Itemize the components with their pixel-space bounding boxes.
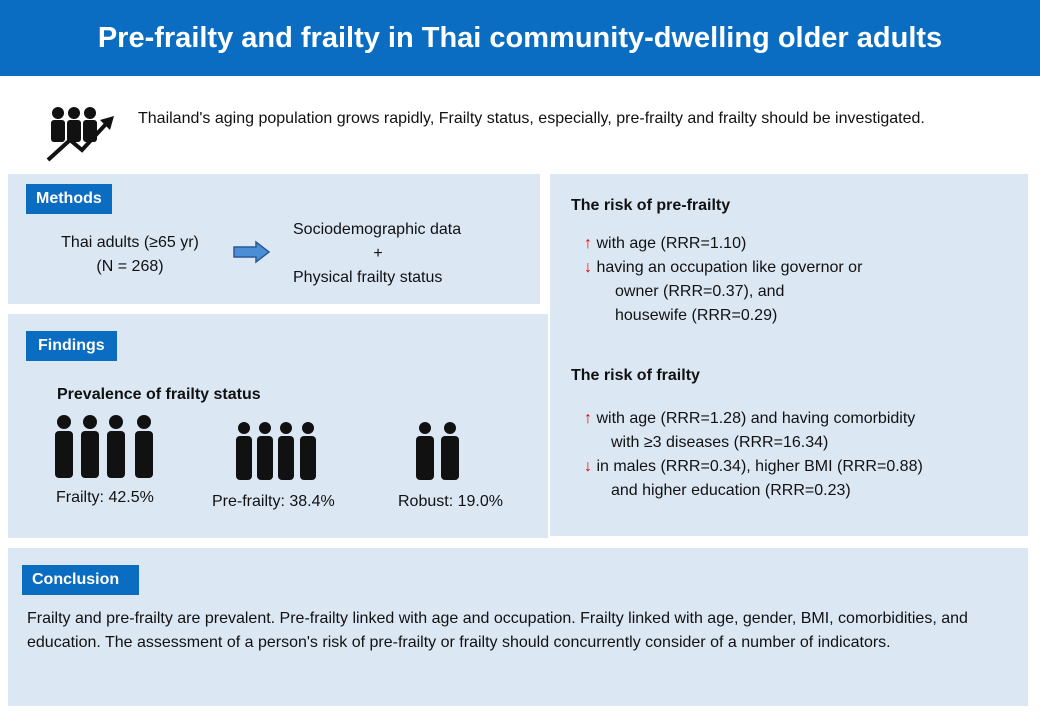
arrow-down: ↓: [584, 259, 592, 276]
population-line: (N = 268): [96, 258, 164, 275]
frailty-icon: [55, 415, 153, 478]
result-line: having an occupation like governor or: [596, 259, 863, 276]
result-item: ↑ with age (RRR=1.10) ↓ having an occupa…: [584, 232, 1024, 328]
header: Pre-frailty and frailty in Thai communit…: [0, 0, 1040, 76]
arrow-up: ↑: [584, 410, 592, 427]
population-line: Thai adults (≥65 yr): [61, 234, 199, 251]
result-line: with age (RRR=1.10): [596, 235, 747, 252]
result-line: with age (RRR=1.28) and having comorbidi…: [596, 410, 916, 427]
intro-text: Thailand's aging population grows rapidl…: [138, 110, 925, 127]
group-label: Robust: 19.0%: [398, 493, 503, 510]
measure: +: [373, 245, 383, 262]
result-line: housewife (RRR=0.29): [615, 307, 778, 324]
measure: Sociodemographic data: [293, 221, 462, 238]
result-line: in males (RRR=0.34), higher BMI (RRR=0.8…: [596, 458, 923, 475]
findings-heading: Prevalence of frailty status: [57, 386, 261, 403]
conclusion-text: Frailty and pre-frailty are prevalent. P…: [27, 610, 968, 651]
result-line: and higher education (RRR=0.23): [611, 482, 851, 499]
arrow-down: ↓: [584, 458, 592, 475]
population: Thai adults (≥65 yr) (N = 268): [40, 231, 220, 279]
findings-label: Findings: [26, 331, 117, 361]
measures: Sociodemographic data + Physical frailty…: [293, 218, 493, 290]
result-item: ↑ with age (RRR=1.28) and having comorbi…: [584, 407, 1024, 503]
group-label: Frailty: 42.5%: [56, 489, 154, 506]
measure: Physical frailty status: [293, 269, 443, 286]
title: Pre-frailty and frailty in Thai communit…: [97, 22, 943, 54]
result-heading: The risk of frailty: [571, 367, 700, 384]
arrow-up: ↑: [584, 235, 592, 252]
arrow: [233, 240, 271, 264]
population-icon: [46, 107, 114, 162]
robust-icon: [416, 422, 459, 480]
result-line: owner (RRR=0.37), and: [615, 283, 785, 300]
conclusion-label: Conclusion: [22, 565, 140, 595]
results-panel: [550, 174, 1028, 536]
result-line: with ≥3 diseases (RRR=16.34): [611, 434, 829, 451]
methods-label: Methods: [26, 184, 112, 214]
result-heading: The risk of pre-frailty: [571, 197, 731, 214]
pre-frailty-icon: [236, 422, 316, 480]
conclusion-panel: [8, 548, 1028, 706]
group-label: Pre-frailty: 38.4%: [212, 493, 335, 510]
